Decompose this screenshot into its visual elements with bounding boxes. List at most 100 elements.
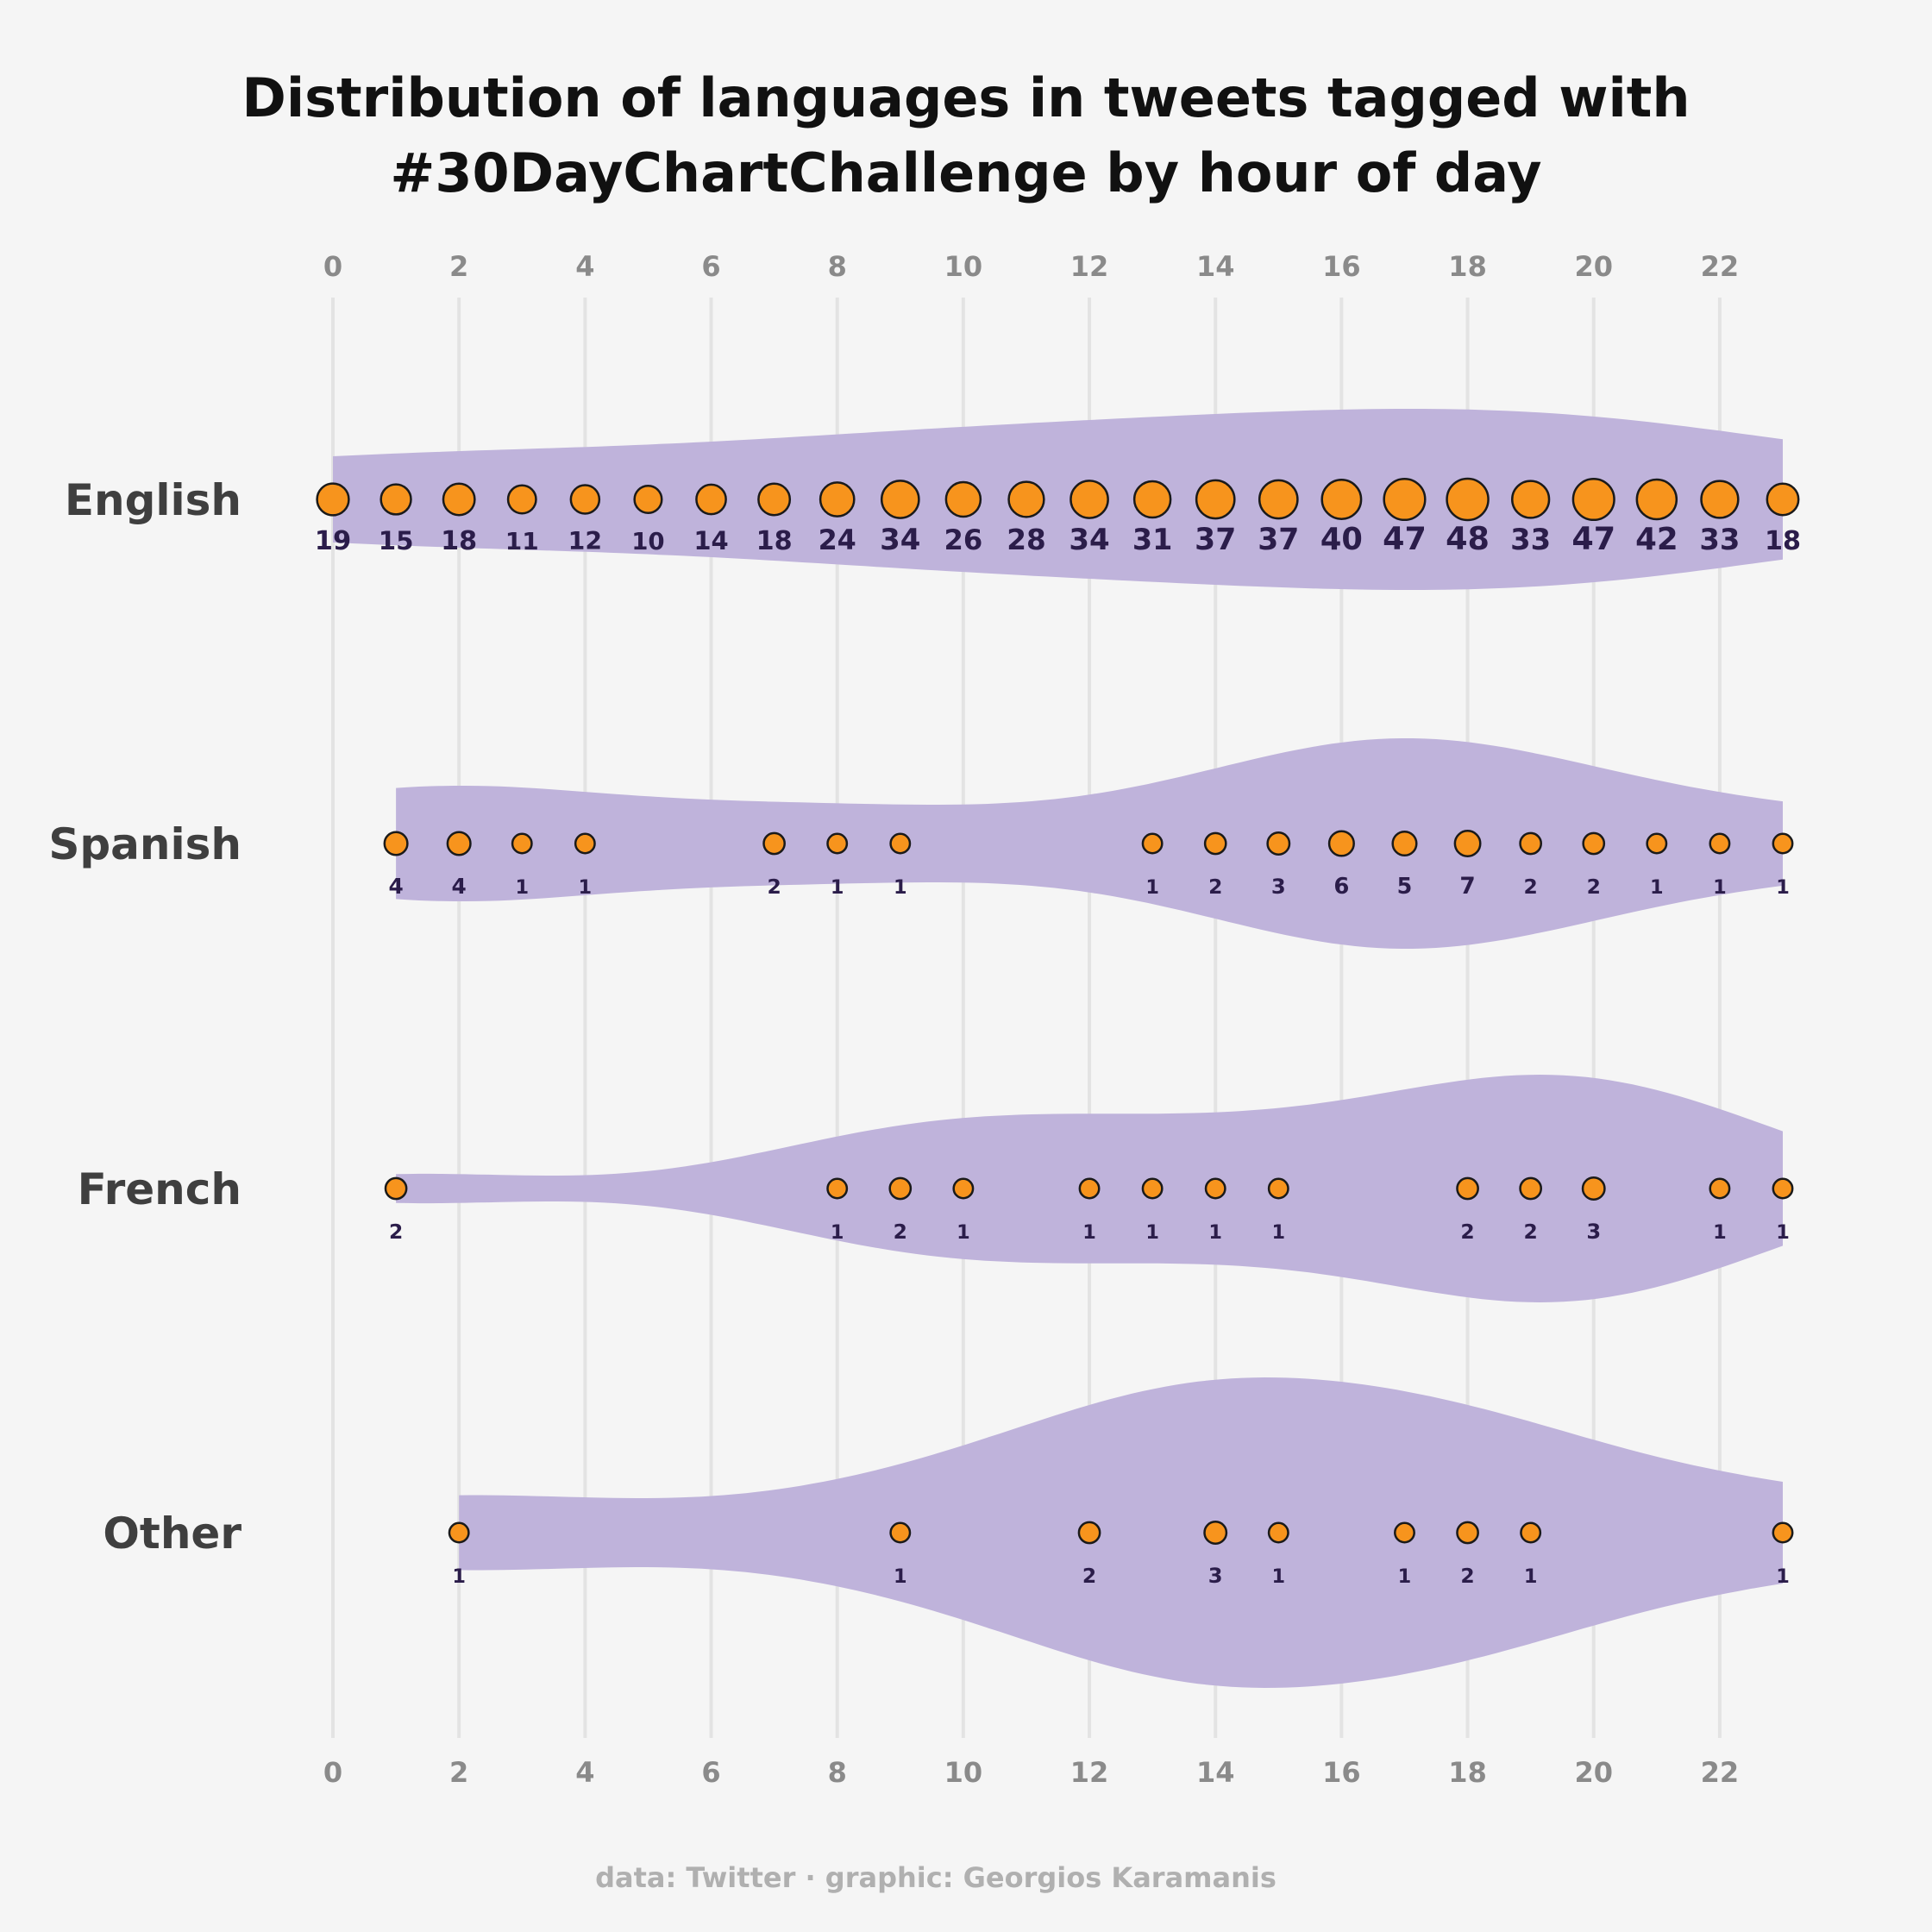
x-tick-label-bottom: 18 xyxy=(1448,1756,1487,1789)
count-label: 1 xyxy=(1776,1565,1790,1588)
count-label: 48 xyxy=(1446,520,1490,557)
data-point xyxy=(1195,479,1236,520)
x-tick-label-top: 14 xyxy=(1196,250,1235,283)
chart-title-line-2: #30DayChartChallenge by hour of day xyxy=(390,141,1541,204)
count-label: 1 xyxy=(1145,876,1159,899)
x-tick-label-bottom: 8 xyxy=(828,1756,847,1789)
data-point xyxy=(1327,830,1355,857)
count-label: 37 xyxy=(1195,523,1236,557)
x-tick-label-bottom: 20 xyxy=(1574,1756,1613,1789)
x-tick-label-bottom: 14 xyxy=(1196,1756,1235,1789)
count-label: 33 xyxy=(1699,523,1740,556)
data-point xyxy=(1520,1521,1542,1544)
x-tick-label-top: 20 xyxy=(1574,250,1613,283)
count-label: 1 xyxy=(1145,1221,1159,1244)
x-tick-label-top: 12 xyxy=(1070,250,1109,283)
data-point xyxy=(1320,479,1363,520)
count-label: 1 xyxy=(831,1221,844,1244)
data-point xyxy=(316,482,350,517)
data-point xyxy=(1709,832,1731,855)
count-label: 40 xyxy=(1320,522,1363,557)
count-label: 3 xyxy=(1208,1564,1223,1588)
data-point xyxy=(1772,1177,1794,1200)
data-point xyxy=(442,482,476,517)
data-point xyxy=(1203,831,1227,856)
x-tick-label-bottom: 6 xyxy=(701,1756,720,1789)
count-label: 1 xyxy=(1776,876,1790,899)
count-labels: 19 15 18 11 12 10 14 18 24 34 26 28 34 31 37 37 40 47 48 33… xyxy=(315,520,1801,1588)
x-tick-label-top: 6 xyxy=(701,250,720,283)
chart-caption: data: Twitter · graphic: Georgios Karama… xyxy=(595,1861,1276,1894)
data-point xyxy=(1709,1177,1731,1200)
language-label-english: English xyxy=(65,475,242,525)
violin-english xyxy=(333,409,1783,590)
data-point xyxy=(446,831,472,856)
data-point xyxy=(383,831,409,856)
data-point xyxy=(506,484,537,515)
data-point xyxy=(1582,831,1606,856)
language-label-french: French xyxy=(78,1164,242,1214)
count-label: 4 xyxy=(452,874,467,899)
data-point xyxy=(1141,1177,1164,1200)
data-point xyxy=(888,1176,913,1201)
data-point xyxy=(633,484,663,515)
count-label: 1 xyxy=(579,876,593,899)
count-label: 34 xyxy=(880,523,920,557)
count-label: 2 xyxy=(1587,875,1601,899)
data-point xyxy=(1456,1521,1479,1545)
count-label: 31 xyxy=(1132,523,1172,556)
count-label: 1 xyxy=(452,1565,466,1588)
data-point xyxy=(1519,1176,1543,1201)
data-point xyxy=(448,1521,470,1544)
data-point xyxy=(757,482,792,517)
language-labels: English Spanish French Other xyxy=(48,475,242,1559)
count-label: 12 xyxy=(568,527,602,555)
chart-title-line-1: Distribution of languages in tweets tagg… xyxy=(242,66,1690,129)
x-tick-label-top: 8 xyxy=(828,250,847,283)
data-point xyxy=(1766,482,1800,517)
data-point xyxy=(1453,830,1482,857)
data-point xyxy=(511,832,533,855)
data-point xyxy=(889,1521,912,1544)
count-label: 26 xyxy=(944,524,982,556)
count-label: 1 xyxy=(1713,876,1727,899)
x-tick-label-bottom: 10 xyxy=(944,1756,983,1789)
data-point xyxy=(1258,479,1299,520)
count-label: 37 xyxy=(1258,523,1299,557)
count-label: 1 xyxy=(1272,1221,1286,1244)
x-tick-label-top: 18 xyxy=(1448,250,1487,283)
count-label: 34 xyxy=(1069,523,1109,557)
data-point xyxy=(1581,1176,1606,1201)
count-label: 4 xyxy=(388,874,403,899)
count-label: 2 xyxy=(1460,1220,1474,1244)
count-label: 42 xyxy=(1635,522,1678,557)
count-label: 10 xyxy=(631,527,664,555)
data-point xyxy=(880,480,920,519)
data-point xyxy=(1203,1521,1228,1545)
count-label: 6 xyxy=(1333,874,1349,900)
count-label: 1 xyxy=(1082,1221,1096,1244)
count-label: 7 xyxy=(1459,874,1475,900)
x-tick-label-bottom: 16 xyxy=(1322,1756,1361,1789)
data-point xyxy=(574,832,596,855)
points xyxy=(316,477,1800,1545)
x-tick-label-top: 0 xyxy=(323,250,342,283)
data-point xyxy=(762,831,786,856)
count-label: 3 xyxy=(1586,1220,1601,1244)
violins xyxy=(333,409,1784,1688)
count-label: 15 xyxy=(379,526,414,555)
data-point xyxy=(1204,1177,1226,1200)
count-label: 1 xyxy=(894,876,907,899)
x-tick-label-top: 2 xyxy=(449,250,468,283)
x-tick-label-top: 4 xyxy=(575,250,594,283)
data-point xyxy=(889,832,912,855)
count-label: 18 xyxy=(756,526,793,556)
data-point xyxy=(1446,477,1490,522)
x-ticks-bottom: 0 2 4 6 8 10 12 14 16 18 20 22 xyxy=(323,1756,1739,1789)
data-point xyxy=(1391,830,1418,857)
x-tick-label-bottom: 2 xyxy=(449,1756,468,1789)
count-label: 47 xyxy=(1571,520,1615,557)
count-label: 1 xyxy=(894,1565,907,1588)
x-tick-label-bottom: 22 xyxy=(1701,1756,1740,1789)
count-label: 3 xyxy=(1271,875,1286,899)
